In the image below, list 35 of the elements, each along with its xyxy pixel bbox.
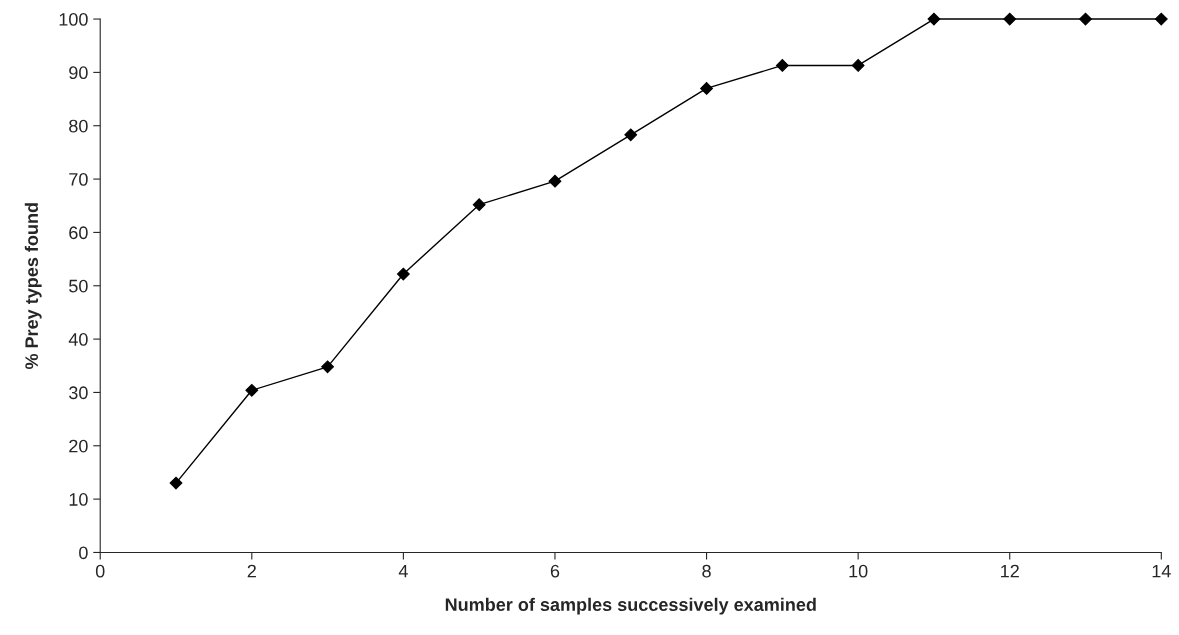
y-tick-label: 40 [68,333,88,346]
x-axis-title: Number of samples successively examined [445,597,816,615]
x-tick-label: 10 [849,564,868,578]
point [472,198,486,212]
point [1003,12,1017,26]
y-tick-label: 60 [69,226,88,240]
point [245,383,259,397]
point [775,59,789,72]
x-tick-label: 12 [1001,564,1019,578]
y-axis-title: % Prey types found [24,203,42,370]
y-tick-label: 80 [69,119,88,133]
x-tick-label: 0 [95,564,105,578]
point [548,174,562,188]
point [624,128,638,142]
point [169,476,183,490]
point [1079,12,1092,26]
point [1154,12,1168,26]
y-tick-label: 90 [69,66,88,80]
point [927,12,941,26]
x-tick-label: 4 [398,564,408,578]
y-tick-label: 100 [59,12,88,26]
point [396,267,410,281]
y-tick-label: 70 [69,173,88,186]
point [321,360,335,374]
x-tick-label: 8 [702,564,711,578]
x-tick-label: 6 [550,564,560,578]
x-tick-label: 2 [247,564,256,578]
y-tick-label: 0 [79,546,88,560]
y-tick-label: 10 [69,493,88,506]
y-tick-label: 20 [69,439,88,453]
x-tick-label: 14 [1152,564,1171,578]
point [851,59,865,72]
y-tick-label: 50 [69,279,88,293]
y-tick-label: 30 [69,386,88,400]
point [700,81,713,95]
